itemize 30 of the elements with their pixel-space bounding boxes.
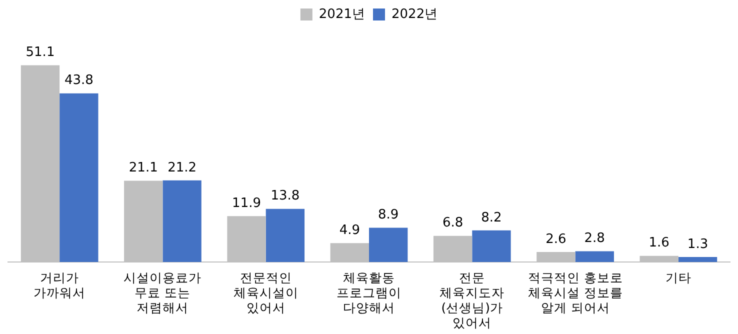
data-label: 11.9: [232, 196, 261, 212]
bar: [162, 180, 202, 262]
data-label: 13.8: [270, 188, 300, 204]
data-label: 2.6: [546, 232, 566, 247]
data-label: 2.8: [584, 231, 605, 246]
data-label: 21.2: [168, 160, 197, 176]
bar: [369, 228, 408, 262]
x-tick-label: 기타: [665, 270, 692, 285]
x-tick-label: 전문적인 체육시설이 있어서: [233, 270, 298, 315]
x-tick-label: 전문 체육지도자 (선생님)가 있어서: [440, 270, 505, 330]
bar: [60, 93, 98, 262]
bar: [266, 208, 305, 262]
x-tick-label: 체육활동 프로그램이 다양해서: [336, 270, 402, 315]
x-tick-label: 시설이용료가 무료 또는 저렴해서: [124, 270, 202, 315]
bar: [472, 230, 511, 262]
legend-label: 2021년: [318, 6, 366, 22]
data-label: 51.1: [26, 45, 55, 60]
data-label: 8.9: [378, 208, 399, 223]
data-label: 43.8: [64, 73, 94, 88]
data-label: 6.8: [442, 216, 464, 231]
data-label: 1.3: [687, 236, 708, 252]
bar: [678, 256, 718, 262]
data-label: 1.6: [648, 236, 670, 251]
data-label: 8.2: [481, 210, 502, 226]
bar: [575, 251, 614, 262]
data-label: 4.9: [339, 223, 360, 238]
data-label: 21.1: [128, 160, 158, 176]
legend-label: 2022년: [392, 6, 438, 22]
x-tick-label: 거리가 가까워서: [34, 270, 86, 300]
x-tick-label: 적극적인 홍보로 체육시설 정보를 알게 되어서: [528, 270, 623, 315]
